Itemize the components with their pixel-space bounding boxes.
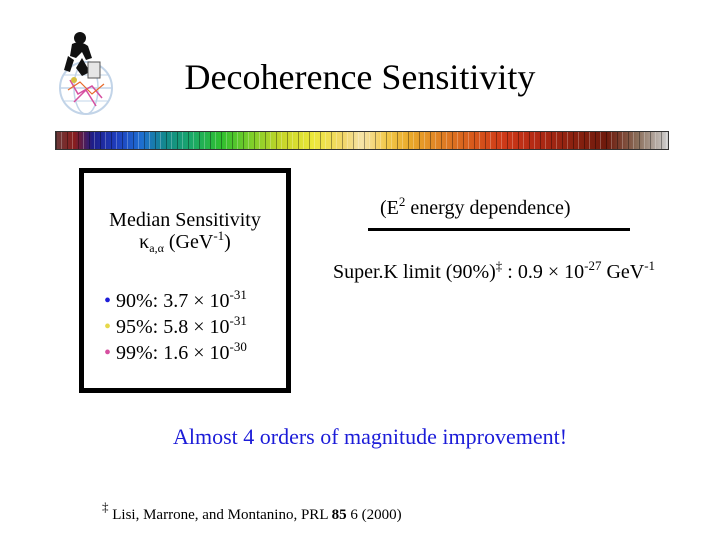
sensitivity-row: • 90%: 3.7 × 10-31 [104,287,247,312]
kappa-symbol: κ [139,231,150,253]
energy-dependence: (E2 energy dependence) [380,194,571,220]
footnote-volume: 85 [331,507,347,523]
bullet-dot: • [104,316,112,338]
divider-line [368,228,630,231]
row-label: 99%: 1.6 × 10 [116,342,230,364]
footnote-reference: ‡ Lisi, Marrone, and Montanino, PRL 85 6… [102,500,402,524]
sensitivity-box: Median Sensitivity κa,α (GeV-1) • 90%: 3.… [79,168,291,393]
row-exponent: -31 [229,313,247,328]
energy-pre: (E [380,197,399,219]
energy-post: energy dependence) [405,197,571,219]
superk-mid: : 0.9 × 10 [502,261,585,283]
row-label: 90%: 3.7 × 10 [116,290,230,312]
row-label: 95%: 5.8 × 10 [116,316,230,338]
superk-post: GeV [601,261,645,283]
footnote-text-pre: Lisi, Marrone, and Montanino, PRL [108,507,332,523]
footnote-mark: ‡ [102,499,109,514]
superk-post-exp: -1 [644,258,656,273]
sensitivity-row: • 95%: 5.8 × 10-31 [104,313,247,338]
superk-dagger: ‡ [495,258,503,273]
bullet-dot: • [104,290,112,312]
footnote-text-post: 6 (2000) [346,507,402,523]
slide-title: Decoherence Sensitivity [184,57,536,97]
units-pre: (GeV [168,231,214,253]
spectrum-bar [55,131,669,150]
sensitivity-units: κa,α (GeV-1) [84,228,286,255]
sensitivity-row: • 99%: 1.6 × 10-30 [104,339,247,364]
kappa-subscript: a,α [149,241,164,255]
energy-sup: 2 [398,194,406,209]
spectrum-lines [56,132,668,149]
units-exponent: -1 [213,228,225,243]
superk-pre: Super.K limit (90%) [333,261,496,283]
improvement-headline: Almost 4 orders of magnitude improvement… [172,424,568,449]
units-post: ) [224,231,231,253]
superk-limit: Super.K limit (90%)‡ : 0.9 × 10-27 GeV-1 [333,258,656,284]
superk-exp: -27 [584,258,602,273]
globe-logo-icon [52,28,128,118]
row-exponent: -31 [229,287,247,302]
bullet-dot: • [104,342,112,364]
sensitivity-heading: Median Sensitivity [109,209,261,231]
row-exponent: -30 [229,339,247,354]
